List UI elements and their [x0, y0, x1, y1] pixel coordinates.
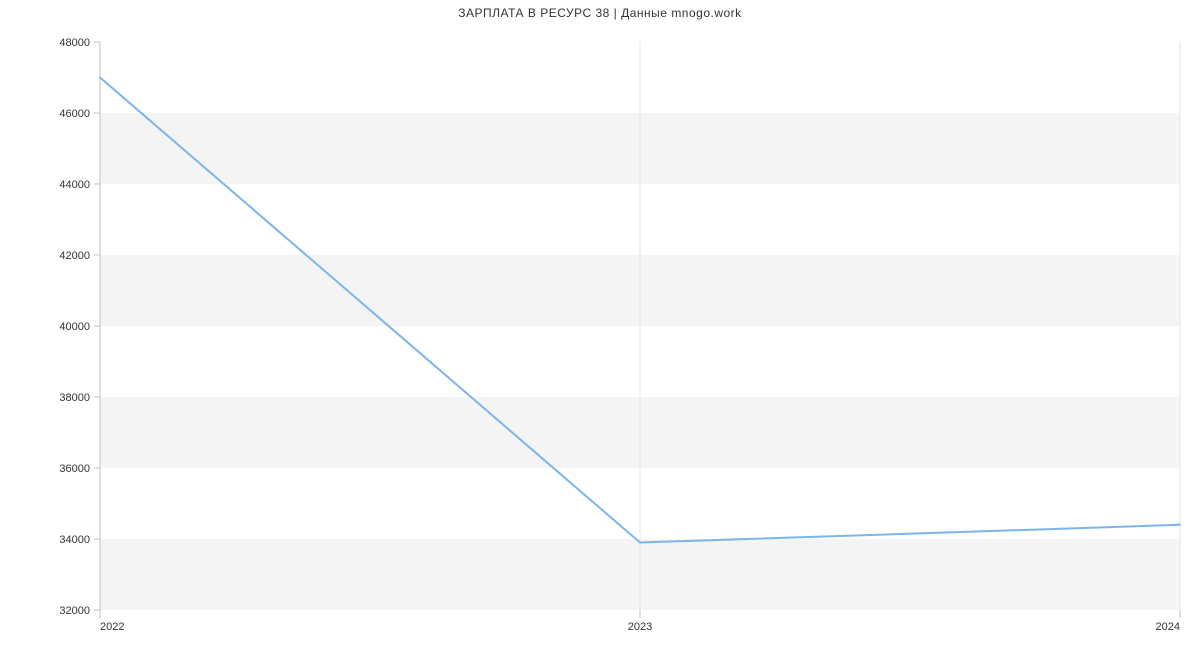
svg-text:44000: 44000 [59, 179, 90, 191]
svg-text:48000: 48000 [59, 37, 90, 49]
svg-text:38000: 38000 [59, 392, 90, 404]
svg-text:2022: 2022 [100, 621, 124, 633]
svg-text:2024: 2024 [1156, 621, 1180, 633]
svg-text:42000: 42000 [59, 250, 90, 262]
svg-text:32000: 32000 [59, 605, 90, 617]
chart-svg: 32000 34000 36000 38000 40000 42000 44000 46000… [0, 0, 1200, 650]
svg-text:2023: 2023 [628, 621, 652, 633]
salary-line-chart: ЗАРПЛАТА В РЕСУРС 38 | Данные mnogo.work… [0, 0, 1200, 650]
svg-text:46000: 46000 [59, 108, 90, 120]
chart-title: ЗАРПЛАТА В РЕСУРС 38 | Данные mnogo.work [0, 6, 1200, 20]
svg-text:40000: 40000 [59, 321, 90, 333]
svg-text:34000: 34000 [59, 534, 90, 546]
svg-text:36000: 36000 [59, 463, 90, 475]
